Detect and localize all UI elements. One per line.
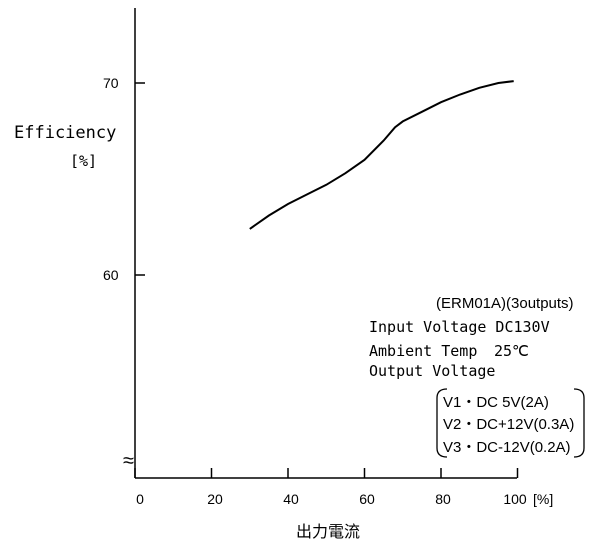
ambient-temp-value: 25℃	[494, 342, 529, 360]
x-axis-title: 出力電流	[296, 522, 360, 541]
x-tick-label: 20	[207, 491, 223, 507]
output-bracket-right	[573, 388, 585, 458]
x-tick-label: 40	[283, 491, 299, 507]
x-tick-label: 60	[359, 491, 375, 507]
input-voltage-note: Input Voltage DC130V	[369, 318, 550, 336]
efficiency-curve	[249, 80, 514, 230]
x-tick-label: 100	[503, 491, 527, 507]
output-v1: V1・DC 5V(2A)	[443, 394, 549, 411]
x-tick-label: 80	[435, 491, 451, 507]
x-unit-label: [%]	[533, 491, 553, 507]
axis-break-mark: ≈	[123, 450, 134, 472]
model-note: (ERM01A)(3outputs)	[436, 295, 574, 312]
output-v2: V2・DC+12V(0.3A)	[443, 416, 574, 433]
output-bracket-left	[436, 388, 448, 458]
y-axis-title: Efficiency	[14, 123, 116, 143]
output-voltage-note: Output Voltage	[369, 362, 495, 380]
y-tick-label: 60	[103, 267, 119, 283]
y-axis-unit: [%]	[70, 152, 97, 170]
y-tick-label: 70	[103, 75, 119, 91]
x-tick-label: 0	[136, 491, 144, 507]
output-v3: V3・DC-12V(0.2A)	[443, 439, 571, 456]
ambient-temp-label: Ambient Temp	[369, 342, 477, 360]
